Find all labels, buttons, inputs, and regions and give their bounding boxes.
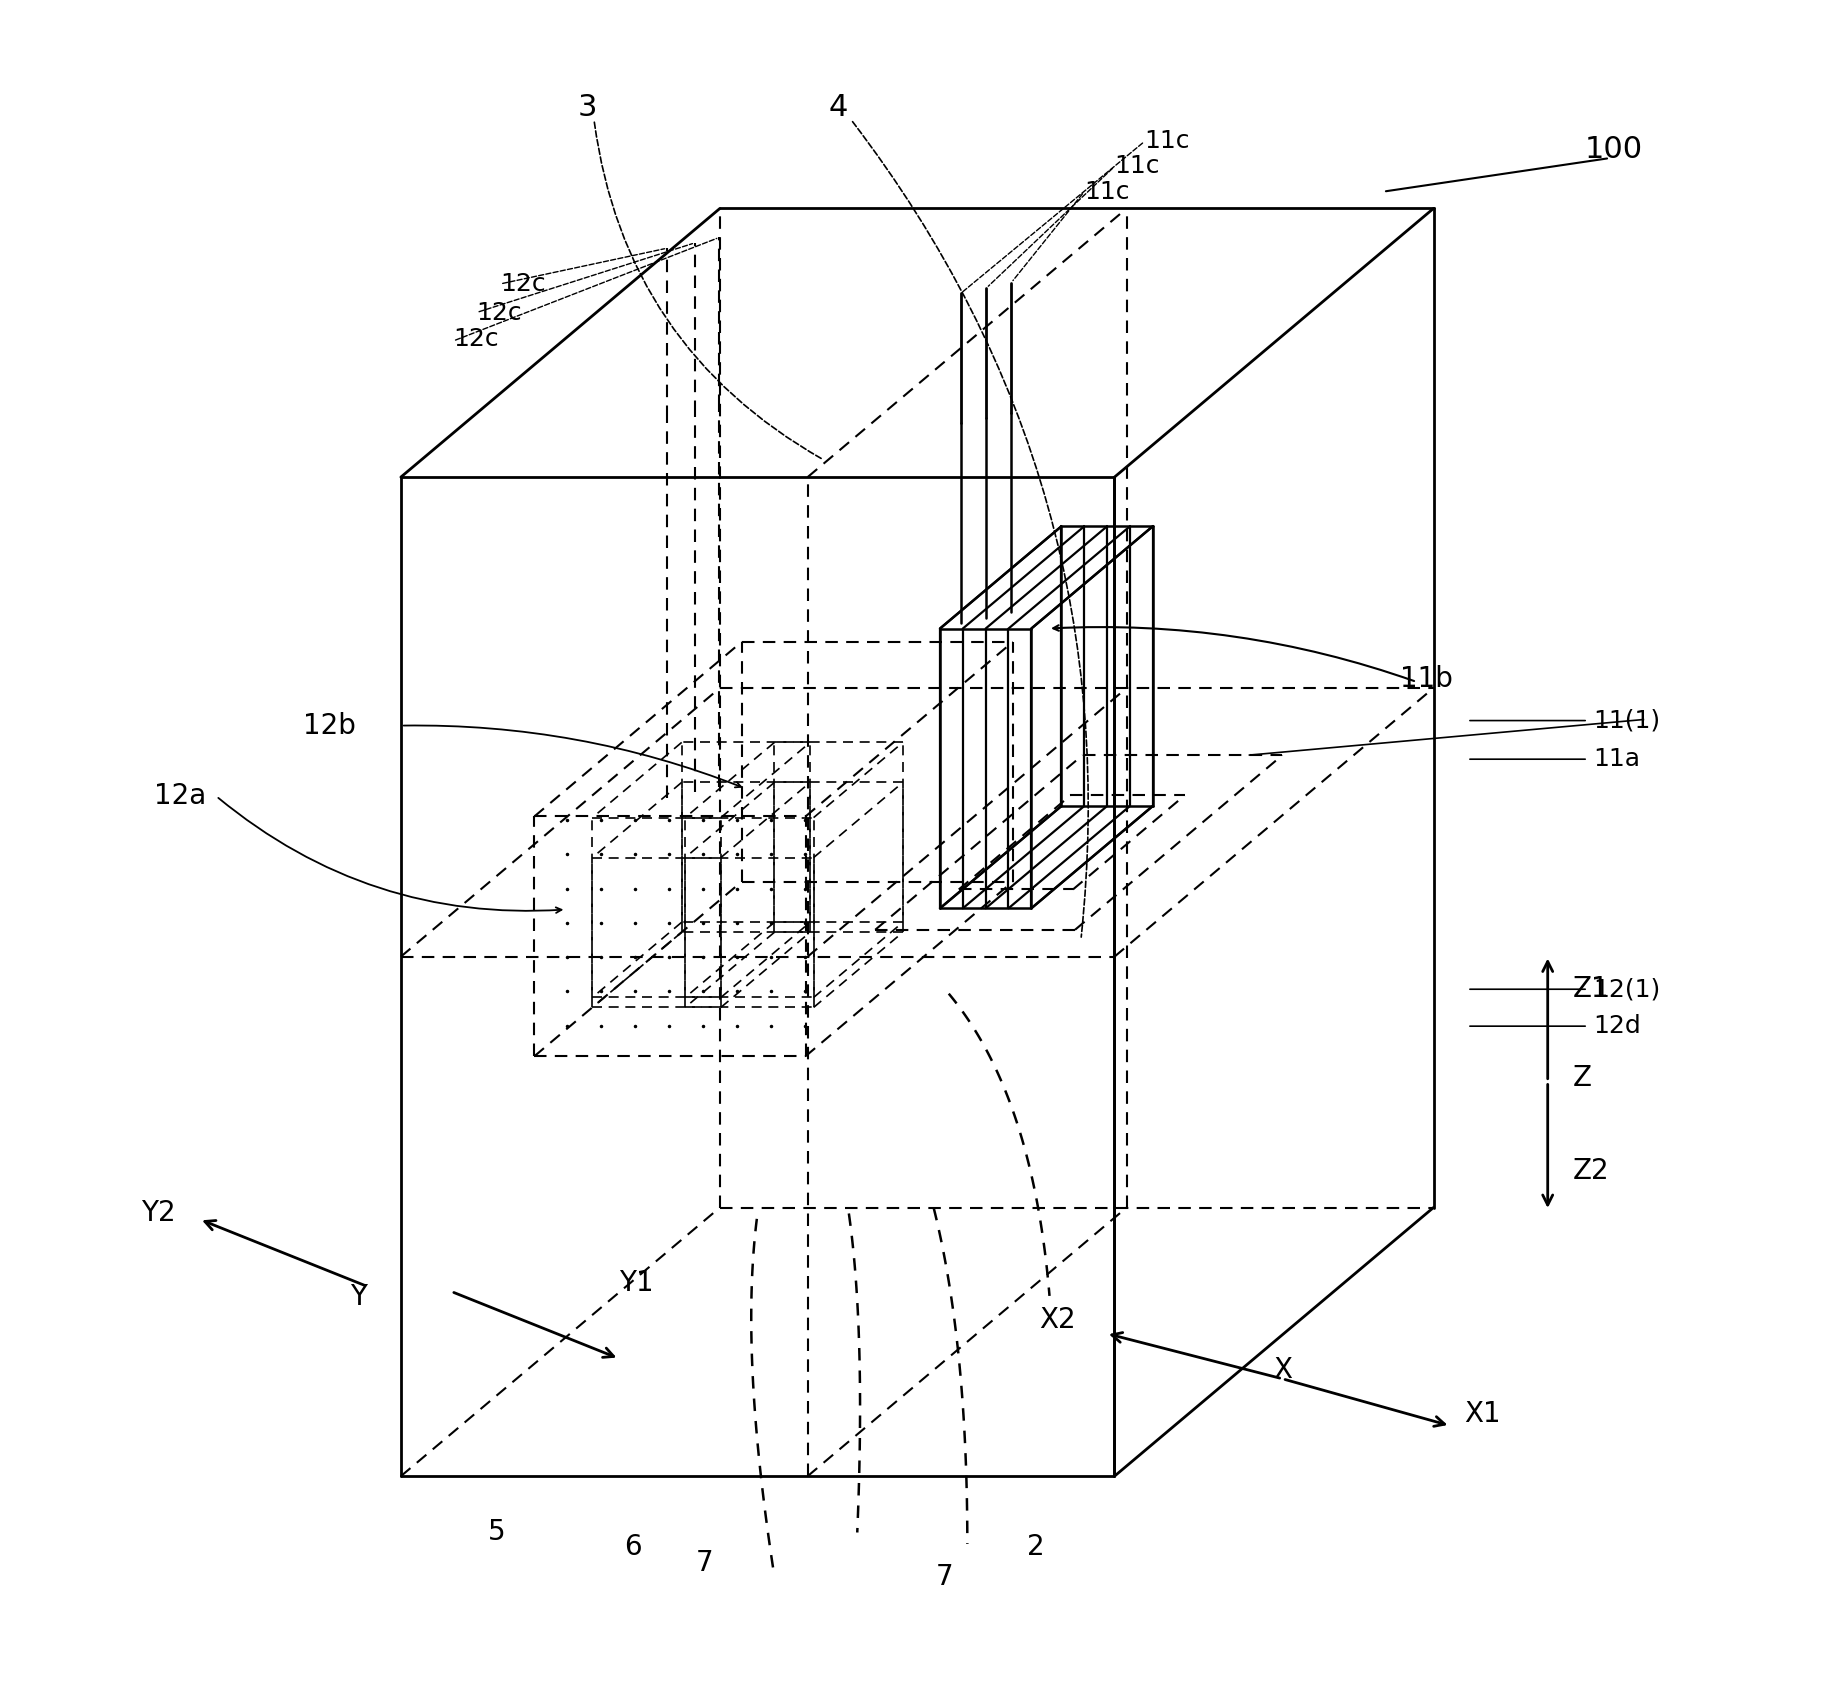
Text: Y2: Y2 — [141, 1199, 175, 1226]
Text: Z1: Z1 — [1572, 975, 1609, 1004]
Text: 12b: 12b — [303, 711, 356, 740]
Text: 12c: 12c — [453, 327, 498, 352]
Text: Y: Y — [351, 1283, 367, 1310]
Text: Y1: Y1 — [619, 1270, 654, 1297]
Text: Z2: Z2 — [1572, 1156, 1609, 1185]
Text: 7: 7 — [696, 1549, 714, 1578]
Text: 12c: 12c — [500, 273, 546, 296]
Text: 100: 100 — [1585, 135, 1643, 164]
Text: 6: 6 — [624, 1532, 641, 1561]
Text: 3: 3 — [577, 93, 597, 122]
Text: 5: 5 — [488, 1517, 506, 1546]
Text: 11c: 11c — [1085, 179, 1130, 203]
Text: 12a: 12a — [153, 782, 206, 811]
Text: 7: 7 — [937, 1563, 953, 1591]
Text: Z: Z — [1572, 1065, 1592, 1092]
Text: X1: X1 — [1464, 1400, 1501, 1427]
Text: 11b: 11b — [1401, 665, 1453, 692]
Text: 12c: 12c — [477, 301, 522, 325]
Text: 11a: 11a — [1592, 747, 1640, 772]
Text: 12d: 12d — [1592, 1014, 1642, 1038]
Text: 11c: 11c — [1114, 154, 1160, 178]
Text: 2: 2 — [1026, 1532, 1044, 1561]
Text: X2: X2 — [1039, 1305, 1076, 1334]
Text: 12(1): 12(1) — [1592, 977, 1660, 1001]
Text: 11c: 11c — [1145, 129, 1191, 154]
Text: X: X — [1273, 1356, 1293, 1385]
Text: 11(1): 11(1) — [1592, 709, 1660, 733]
Text: 4: 4 — [829, 93, 849, 122]
